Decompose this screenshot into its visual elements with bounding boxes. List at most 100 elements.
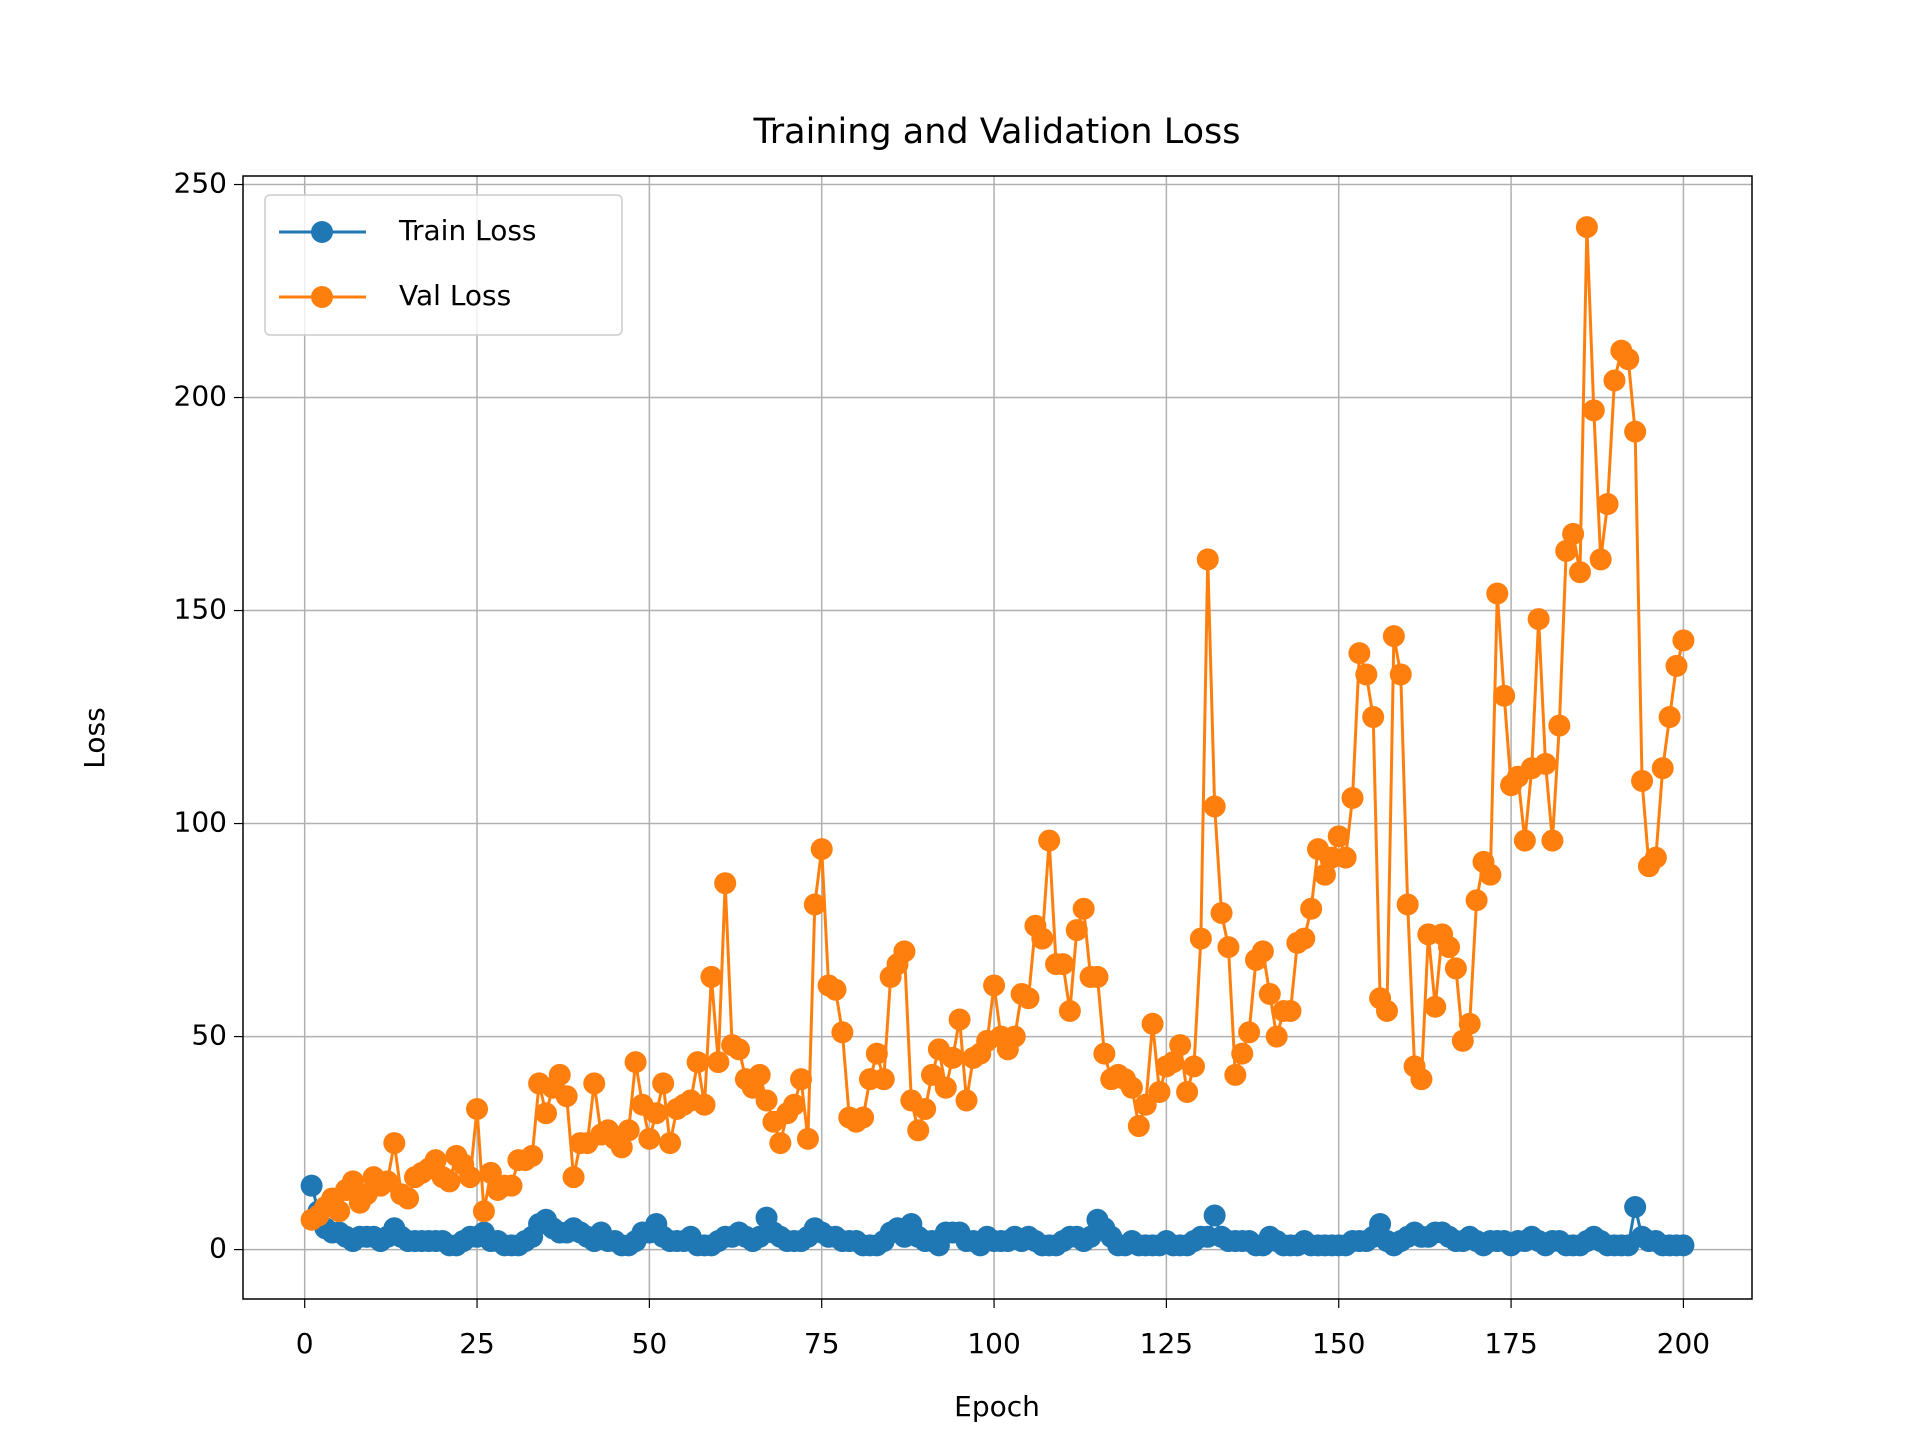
- data-point: [500, 1174, 523, 1197]
- data-point: [1375, 1000, 1398, 1023]
- data-point: [1051, 953, 1074, 976]
- data-point: [1624, 1195, 1647, 1218]
- y-tick-label: 100: [174, 806, 227, 839]
- data-point: [1279, 1000, 1302, 1023]
- data-point: [1465, 889, 1488, 912]
- series: [300, 1174, 1695, 1257]
- data-point: [624, 1051, 647, 1074]
- data-point: [1189, 927, 1212, 950]
- data-point: [1596, 493, 1619, 516]
- data-point: [534, 1102, 557, 1125]
- data-point: [1665, 654, 1688, 677]
- data-point: [1672, 629, 1695, 652]
- data-point: [1603, 369, 1626, 392]
- legend-marker: [311, 221, 333, 243]
- x-tick-label: 150: [1312, 1327, 1365, 1360]
- data-point: [659, 1132, 682, 1155]
- data-point: [1031, 927, 1054, 950]
- data-point: [1238, 1021, 1261, 1044]
- data-point: [1182, 1055, 1205, 1078]
- data-point: [1589, 548, 1612, 571]
- data-point: [1513, 829, 1536, 852]
- data-point: [466, 1097, 489, 1120]
- data-point: [1093, 1042, 1116, 1065]
- data-point: [686, 1051, 709, 1074]
- y-axis-label: Loss: [78, 707, 111, 768]
- data-point: [472, 1200, 495, 1223]
- data-point: [328, 1200, 351, 1223]
- data-point: [1134, 1093, 1157, 1116]
- data-point: [341, 1170, 364, 1193]
- data-point: [783, 1093, 806, 1116]
- data-point: [755, 1089, 778, 1112]
- data-point: [1341, 786, 1364, 809]
- data-point: [397, 1187, 420, 1210]
- data-point: [1148, 1080, 1171, 1103]
- data-point: [934, 1076, 957, 1099]
- data-point: [1313, 863, 1336, 886]
- data-point: [790, 1068, 813, 1091]
- data-point: [459, 1166, 482, 1189]
- data-point: [700, 965, 723, 988]
- x-tick-label: 200: [1657, 1327, 1710, 1360]
- data-point: [376, 1170, 399, 1193]
- data-point: [907, 1119, 930, 1142]
- data-point: [810, 838, 833, 861]
- data-point: [872, 1068, 895, 1091]
- data-point: [617, 1119, 640, 1142]
- y-tick-label: 0: [209, 1232, 227, 1265]
- data-point: [865, 1042, 888, 1065]
- data-point: [1038, 829, 1061, 852]
- y-tick-label: 150: [174, 593, 227, 626]
- data-point: [1555, 539, 1578, 562]
- data-point: [1072, 897, 1095, 920]
- data-point: [1217, 936, 1240, 959]
- data-point: [1644, 846, 1667, 869]
- data-point: [1458, 1012, 1481, 1035]
- data-point: [1486, 582, 1509, 605]
- data-point: [1389, 663, 1412, 686]
- data-point: [914, 1097, 937, 1120]
- data-point: [1355, 663, 1378, 686]
- data-point: [438, 1170, 461, 1193]
- x-tick-label: 25: [459, 1327, 495, 1360]
- data-point: [1162, 1051, 1185, 1074]
- legend-marker: [311, 286, 333, 308]
- y-tick-label: 250: [174, 167, 227, 200]
- data-point: [1369, 1213, 1392, 1236]
- data-point: [1631, 769, 1654, 792]
- data-point: [1265, 1025, 1288, 1048]
- data-point: [610, 1136, 633, 1159]
- x-tick-label: 100: [967, 1327, 1020, 1360]
- data-point: [983, 974, 1006, 997]
- chart-title: Training and Validation Loss: [753, 112, 1241, 152]
- data-point: [1624, 420, 1647, 443]
- data-point: [1065, 919, 1088, 942]
- y-tick-label: 200: [174, 380, 227, 413]
- data-point: [1527, 608, 1550, 631]
- data-point: [796, 1127, 819, 1150]
- data-point: [562, 1166, 585, 1189]
- data-point: [583, 1072, 606, 1095]
- data-point: [1120, 1076, 1143, 1099]
- data-point: [955, 1089, 978, 1112]
- data-point: [1017, 987, 1040, 1010]
- data-point: [383, 1132, 406, 1155]
- data-point: [1203, 1204, 1226, 1227]
- data-point: [1582, 399, 1605, 422]
- x-tick-label: 75: [804, 1327, 840, 1360]
- data-point: [1534, 752, 1557, 775]
- data-point: [1258, 982, 1281, 1005]
- legend-label: Val Loss: [399, 279, 511, 312]
- data-point: [948, 1008, 971, 1031]
- data-point: [1003, 1025, 1026, 1048]
- data-point: [769, 1132, 792, 1155]
- data-point: [714, 872, 737, 895]
- data-point: [555, 1085, 578, 1108]
- x-tick-label: 50: [632, 1327, 668, 1360]
- y-tick-label: 50: [191, 1019, 227, 1052]
- data-point: [1176, 1080, 1199, 1103]
- data-point: [645, 1102, 668, 1125]
- data-point: [638, 1127, 661, 1150]
